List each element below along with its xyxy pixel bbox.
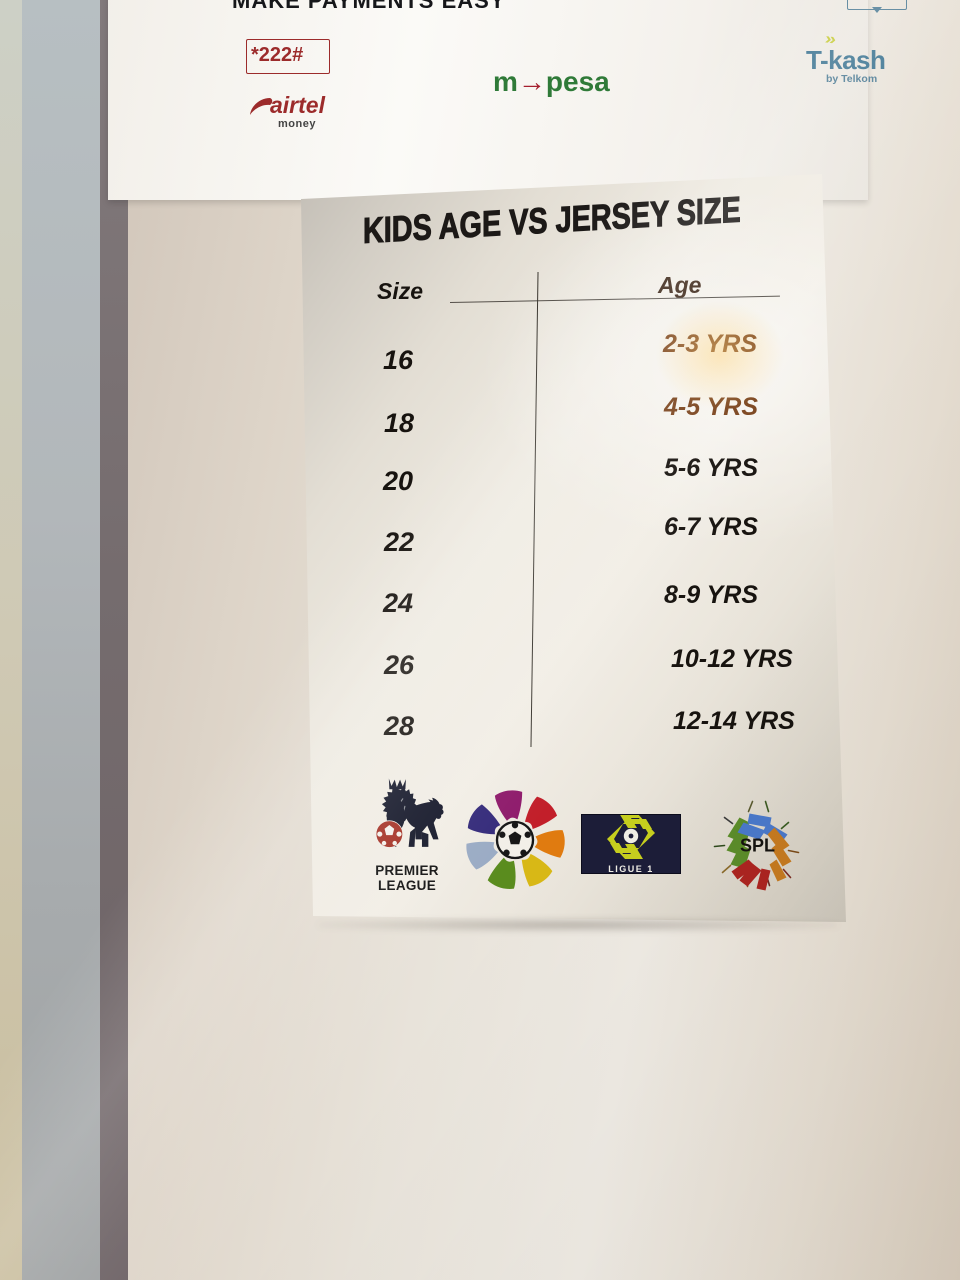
- svg-text:SPL: SPL: [740, 836, 775, 856]
